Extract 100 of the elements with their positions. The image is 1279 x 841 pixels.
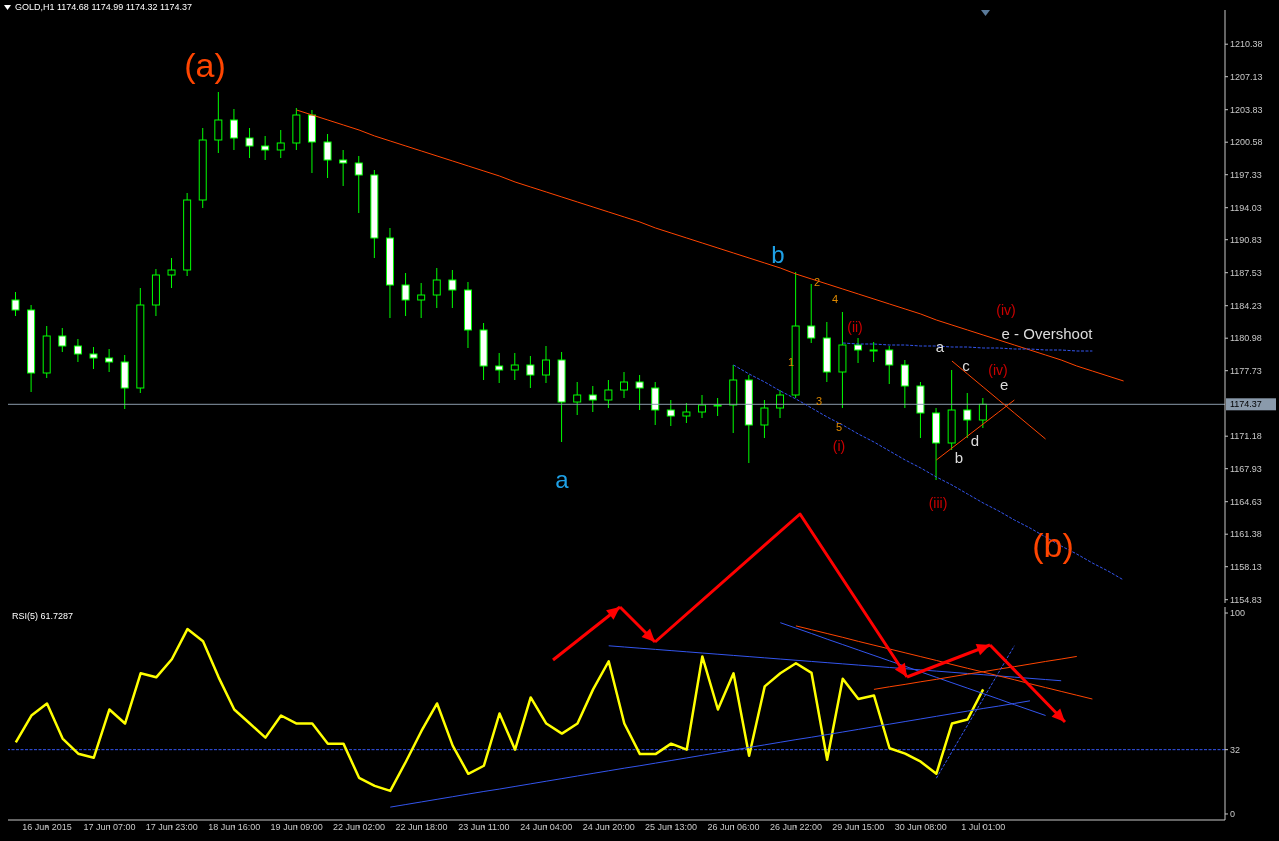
annotation: (ii)	[847, 319, 863, 335]
x-tick-label: 24 Jun 04:00	[520, 822, 573, 832]
line-series	[795, 625, 1093, 700]
x-tick-label: 1 Jul 01:00	[961, 822, 1006, 832]
x-tick-label: 26 Jun 22:00	[769, 822, 822, 832]
ref-line-label: 1174.37	[1230, 399, 1262, 410]
x-tick-label: 22 Jun 02:00	[333, 822, 386, 832]
candlestick	[58, 327, 67, 353]
annotation: d	[970, 431, 980, 449]
annotation: (iv)	[996, 302, 1016, 318]
y-tick-label: 1197.33	[1230, 169, 1262, 180]
line-series	[296, 109, 1125, 382]
annotation: a	[935, 337, 945, 355]
candlestick	[651, 381, 660, 426]
x-tick-label: 17 Jun 07:00	[83, 822, 136, 832]
y-tick-label: 1194.03	[1230, 202, 1262, 213]
candlestick	[963, 392, 972, 439]
line-series	[14, 627, 985, 793]
annotation: a	[555, 466, 569, 493]
candlestick	[635, 374, 644, 411]
candlestick	[698, 394, 707, 419]
annotation: b	[954, 448, 964, 466]
x-tick-label: 30 Jun 08:00	[894, 822, 947, 832]
annotation: c	[962, 356, 970, 374]
candlestick	[588, 385, 597, 413]
candlestick	[807, 283, 816, 344]
annotation: 3	[815, 394, 823, 407]
candlestick	[167, 257, 176, 289]
candlestick	[214, 91, 223, 154]
y-tick-label: 32	[1230, 744, 1241, 755]
chart-title: RSI(5) 61.7287	[12, 611, 74, 621]
y-tick-label: 1210.38	[1230, 39, 1263, 50]
candlestick	[854, 337, 863, 364]
candlestick	[11, 291, 20, 317]
candlestick	[682, 402, 691, 424]
y-tick-label: 1187.53	[1230, 267, 1262, 278]
annotation: 1	[787, 355, 795, 368]
y-tick-label: 1203.83	[1230, 104, 1263, 115]
candlestick	[323, 133, 332, 179]
x-tick-label: 16 Jun 2015	[22, 822, 72, 832]
y-tick-label: 1161.38	[1230, 529, 1262, 540]
candlestick	[495, 352, 504, 384]
x-tick-label: 29 Jun 15:00	[832, 822, 885, 832]
candlestick	[666, 399, 675, 427]
line-series	[873, 655, 1078, 690]
candlestick	[526, 355, 535, 389]
candlestick	[276, 129, 285, 159]
y-tick-label: 1184.23	[1230, 300, 1262, 311]
x-tick-label: 17 Jun 23:00	[145, 822, 198, 832]
y-tick-label: 100	[1230, 608, 1246, 619]
y-tick-label: 1171.18	[1230, 431, 1262, 442]
candlestick	[339, 149, 348, 187]
candlestick	[448, 269, 457, 309]
candlestick	[261, 135, 270, 161]
y-tick-label: 1158.13	[1230, 561, 1262, 572]
candlestick	[869, 341, 878, 363]
line-series	[733, 364, 1125, 581]
y-tick-label: 0	[1230, 809, 1236, 820]
candlestick	[620, 371, 628, 399]
candlestick	[417, 282, 426, 319]
candlestick	[89, 346, 98, 370]
candlestick	[900, 359, 909, 409]
candlestick	[510, 352, 519, 381]
y-tick-label: 1207.13	[1230, 71, 1263, 82]
y-tick-label: 1200.58	[1230, 137, 1263, 148]
candlestick	[978, 397, 987, 429]
x-tick-label: 18 Jun 16:00	[208, 822, 261, 832]
x-tick-label: 25 Jun 13:00	[645, 822, 698, 832]
candlestick	[432, 267, 441, 309]
x-tick-label: 19 Jun 09:00	[270, 822, 323, 832]
candlestick	[245, 127, 254, 159]
annotation: e - Overshoot	[1001, 324, 1093, 342]
annotation: 4	[831, 292, 839, 305]
x-tick-label: 24 Jun 20:00	[582, 822, 635, 832]
candlestick	[541, 345, 550, 384]
candlestick	[776, 389, 785, 419]
x-tick-label: 23 Jun 11:00	[458, 822, 510, 832]
candlestick	[354, 155, 363, 214]
y-tick-label: 1190.83	[1230, 234, 1262, 245]
candlestick	[73, 338, 82, 363]
candlestick	[604, 379, 613, 409]
annotation: (a)	[184, 46, 226, 84]
candlestick	[760, 399, 769, 439]
y-tick-label: 1154.83	[1230, 594, 1262, 605]
annotation: b	[771, 241, 785, 268]
x-tick-label: 22 Jun 18:00	[395, 822, 448, 832]
annotation: (iii)	[928, 495, 948, 511]
y-tick-label: 1177.73	[1230, 365, 1262, 376]
annotation: (i)	[832, 438, 846, 454]
candlestick	[885, 345, 894, 385]
y-tick-label: 1180.98	[1230, 333, 1262, 344]
y-tick-label: 1164.63	[1230, 496, 1262, 507]
candlestick	[229, 108, 238, 151]
candlestick	[401, 272, 410, 317]
candlestick	[573, 381, 582, 416]
annotation: 5	[835, 420, 843, 433]
y-tick-label: 1167.93	[1230, 463, 1262, 474]
annotation: (b)	[1032, 526, 1074, 564]
candlestick	[105, 348, 114, 373]
annotation: GOLD,H1 1174.68 1174.99 1174.32 1174.37	[15, 2, 192, 12]
